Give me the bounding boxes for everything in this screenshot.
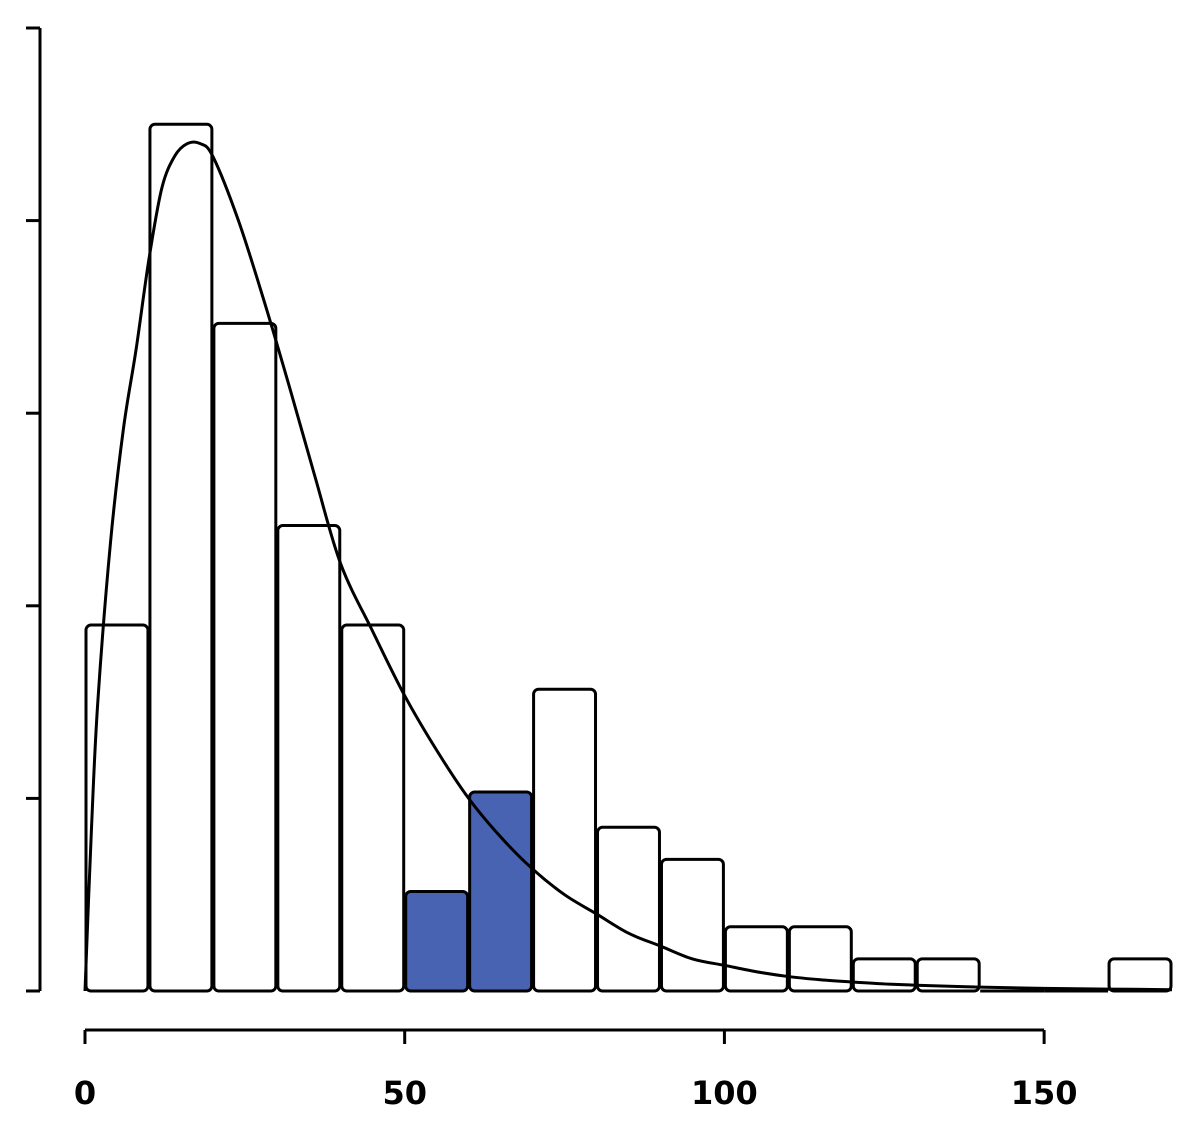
histogram-bar-110-120 [787, 925, 853, 993]
histogram-bar-70-80 [532, 687, 598, 993]
histogram-bar-80-90 [596, 825, 661, 993]
histogram-bar-90-100 [659, 857, 725, 993]
histogram-bar-100-110 [723, 925, 789, 993]
histogram-bar-0-10 [84, 623, 150, 993]
histogram-bar-40-50 [340, 623, 406, 993]
x-tick-label-0: 0 [74, 1074, 96, 1112]
bars-group [84, 122, 1173, 993]
histogram-bar-130-140 [915, 957, 981, 993]
histogram-bar-10-20 [148, 122, 214, 993]
x-axis: 0 50 100 150 [74, 1028, 1078, 1112]
x-tick-label-50: 50 [382, 1074, 427, 1112]
highlighted-bar-60-70 [468, 790, 534, 993]
histogram-bar-20-30 [212, 321, 278, 993]
x-tick-label-100: 100 [691, 1074, 758, 1112]
histogram-bar-160-170 [1107, 957, 1173, 993]
x-tick-label-150: 150 [1011, 1074, 1078, 1112]
highlighted-bar-50-60 [404, 889, 470, 993]
histogram-bar-30-40 [276, 524, 342, 993]
density-curve [83, 140, 1173, 992]
y-axis [26, 26, 42, 993]
